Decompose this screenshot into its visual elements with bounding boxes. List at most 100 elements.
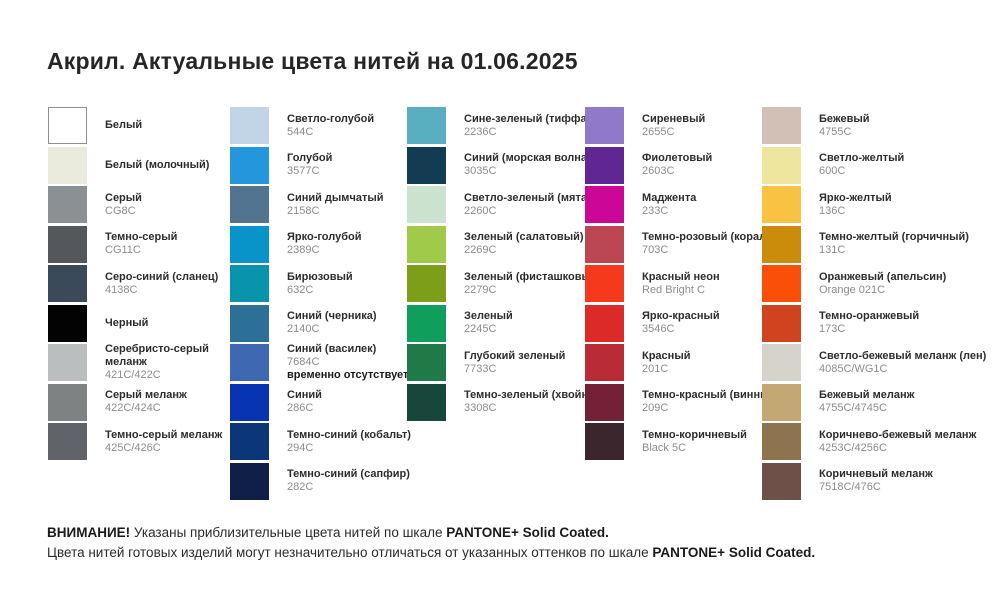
color-swatch [230,146,269,184]
color-name: Светло-бежевый меланж (лен) [819,349,987,362]
color-swatch [48,225,87,263]
color-name: Красный неон [642,270,720,283]
color-row: Бежевый 4755C [762,107,940,144]
color-info: Красный неон Red Bright C [642,271,820,297]
color-info: Темно-синий (сапфир) 282C [287,468,465,494]
color-code: 286C [287,402,314,414]
color-row: Серебристо-серый меланж 421C/422C [48,343,226,381]
color-name: Синий (черника) [287,310,377,322]
color-info: Бирюзовый 632C [287,271,465,297]
color-code: 2245C [464,323,497,335]
color-swatch [407,383,446,421]
color-swatch [762,186,801,223]
color-row: Зеленый (фисташковый) 2279C [407,265,601,302]
color-info: Светло-зеленый (мята) 2260C [464,192,642,218]
color-name: Светло-желтый [819,152,905,164]
color-info: Темно-синий (кобальт) 294C [287,429,465,455]
color-code: 3577C [287,165,320,177]
color-name: Зеленый (фисташковый) [464,270,602,283]
color-code: 3035C [464,165,497,177]
color-info: Светло-желтый 600C [819,152,997,178]
color-row: Бирюзовый 632C [230,265,408,302]
color-code: 7684C [287,356,320,368]
color-row: Синий (черника) 2140C [230,304,408,342]
color-code: 3546C [642,323,675,335]
color-code: 600C [819,165,846,177]
color-column-blues: Светло-голубой 544C Голубой 3577C Синий … [230,107,411,502]
color-row: Черный [48,304,226,342]
color-name: Светло-зеленый (мята) [464,191,591,204]
color-info: Оранжевый (апельсин) Orange 021C [819,271,997,297]
color-row: Сине-зеленый (тиффани) 2236C [407,107,604,144]
color-info: Глубокий зеленый 7733C [464,350,642,376]
color-row: Темно-серый CG11C [48,225,226,263]
color-code: 209C [642,402,669,414]
color-swatch [230,225,269,263]
color-info: Ярко-желтый 136C [819,192,997,218]
color-swatch [407,344,446,381]
color-code: 2603C [642,165,675,177]
color-availability-note: временно отсутствует [287,369,409,381]
color-row: Ярко-желтый 136C [762,186,940,223]
color-row: Синий дымчатый 2158C [230,186,408,223]
color-swatch [762,225,801,263]
color-name: Серый [105,191,142,204]
color-info: Красный 201C [642,350,820,376]
color-code: 294C [287,441,314,454]
color-name: Голубой [287,152,333,164]
color-code: 7733C [464,362,497,375]
color-name: Зеленый (салатовый) [464,231,584,243]
color-swatch [585,383,624,421]
color-name: Ярко-голубой [287,231,362,243]
color-info: Синий дымчатый 2158C [287,192,465,218]
color-swatch [762,423,801,460]
color-info: Белый [105,119,283,132]
color-name: Светло-голубой [287,112,375,125]
color-info: Темно-оранжевый 173C [819,310,997,336]
color-row: Зеленый 2245C [407,304,585,342]
color-row: Темно-коричневый Black 5C [585,423,763,460]
color-name: Зеленый [464,310,513,322]
color-swatch [762,344,801,381]
disclaimer: ВНИМАНИЕ! Указаны приблизительные цвета … [47,523,815,562]
color-info: Синий 286C [287,389,465,415]
color-row: Красный неон Red Bright C [585,265,763,302]
color-info: Темно-коричневый Black 5C [642,429,820,455]
color-column-greens: Сине-зеленый (тиффани) 2236C Синий (морс… [407,107,608,423]
color-row: Красный 201C [585,344,763,381]
color-code: CG8C [105,204,136,217]
color-swatch [585,423,624,460]
color-info: Синий (черника) 2140C [287,310,465,336]
color-row: Темно-синий (кобальт) 294C [230,423,411,460]
color-name: Оранжевый (апельсин) [819,270,947,283]
color-name: Серо-синий (сланец) [105,270,219,283]
color-swatch [48,265,87,302]
color-code: 131C [819,244,846,256]
color-row: Темно-розовый (коралл) 703C [585,225,777,263]
color-swatch [48,423,87,460]
color-info: Светло-голубой 544C [287,113,465,139]
color-name: Красный [642,349,691,362]
color-name: Сиреневый [642,112,706,125]
color-code: Black 5C [642,441,687,454]
pantone-brand: PANTONE+ Solid Coated. [446,525,609,540]
color-code: 3308C [464,402,497,414]
color-row: Серо-синий (сланец) 4138C [48,265,226,302]
color-code: 2389C [287,244,320,256]
color-swatch [48,186,87,223]
color-row: Ярко-красный 3546C [585,304,763,342]
color-info: Черный [105,317,283,330]
color-name: Темно-серый меланж [105,428,223,441]
color-name: Коричневый меланж [819,468,933,480]
color-info: Бежевый 4755C [819,113,997,139]
color-swatch [230,423,269,460]
color-name: Фиолетовый [642,152,713,164]
color-code: 233C [642,204,669,217]
color-name: Темно-коричневый [642,428,747,441]
color-swatch [48,146,87,184]
color-name: Бежевый меланж [819,389,915,401]
color-row: Сиреневый 2655C [585,107,763,144]
color-info: Темно-серый CG11C [105,231,283,257]
color-code: 422C/424C [105,402,161,414]
